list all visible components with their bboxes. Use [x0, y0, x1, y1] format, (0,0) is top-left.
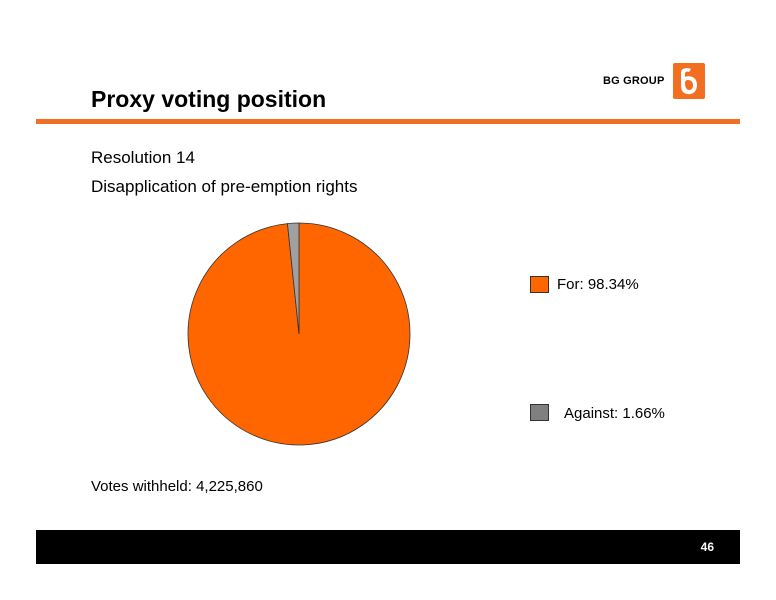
footer-bar: 46	[36, 530, 740, 564]
slide-title: Proxy voting position	[91, 86, 327, 112]
resolution-description: Disapplication of pre-emption rights	[91, 177, 358, 196]
header-divider	[36, 119, 740, 124]
brand-logo-text: BG GROUP	[603, 75, 665, 87]
bg-group-logo-icon	[673, 63, 705, 99]
resolution-label: Resolution 14	[91, 148, 195, 167]
legend-swatch-against	[530, 404, 549, 421]
pie-slice-against	[287, 222, 300, 335]
votes-withheld-note: Votes withheld: 4,225,860	[91, 478, 263, 495]
legend-swatch-for	[530, 276, 549, 293]
legend-label-against: Against: 1.66%	[564, 405, 665, 422]
legend-label-for: For: 98.34%	[557, 276, 639, 293]
page-number: 46	[700, 540, 714, 554]
